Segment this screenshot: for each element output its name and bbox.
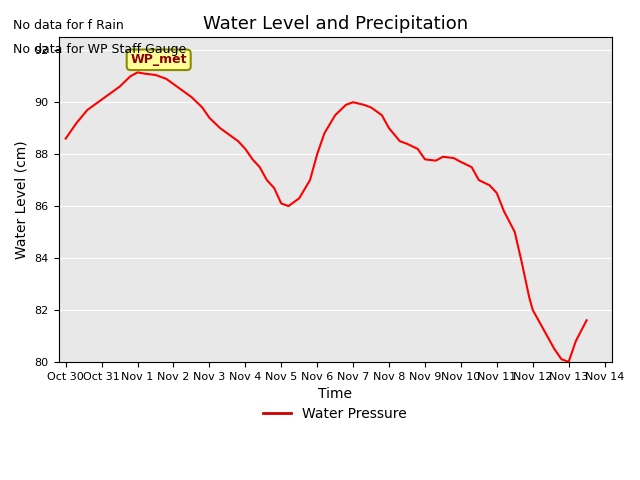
X-axis label: Time: Time	[318, 387, 352, 401]
Text: No data for WP Staff Gauge: No data for WP Staff Gauge	[13, 43, 186, 56]
Text: WP_met: WP_met	[131, 53, 187, 66]
Text: No data for f Rain: No data for f Rain	[13, 19, 124, 32]
Title: Water Level and Precipitation: Water Level and Precipitation	[203, 15, 468, 33]
Legend: Water Pressure: Water Pressure	[258, 401, 413, 426]
Y-axis label: Water Level (cm): Water Level (cm)	[15, 140, 29, 259]
